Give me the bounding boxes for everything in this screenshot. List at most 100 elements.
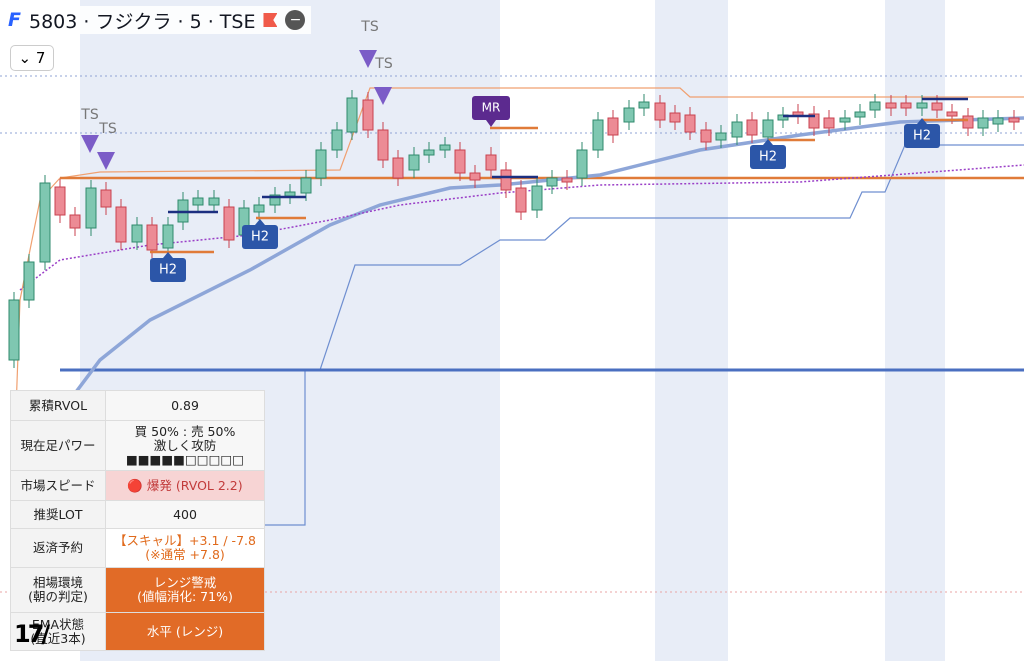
h2-label: H2 xyxy=(251,230,269,245)
ts-label: TS xyxy=(360,19,379,35)
candle xyxy=(515,180,527,220)
body xyxy=(546,177,558,187)
candle xyxy=(208,190,220,213)
body xyxy=(885,102,897,109)
body xyxy=(8,299,20,361)
candle xyxy=(253,197,265,220)
dotted-levels xyxy=(0,75,1024,134)
moving-average xyxy=(68,116,1024,402)
body xyxy=(162,224,174,249)
body xyxy=(931,102,943,111)
candle xyxy=(623,100,635,130)
candle xyxy=(839,110,851,130)
value-line: 買 50% : 売 50% xyxy=(134,423,236,439)
symbol-title: 5803 · フジクラ · 5 · TSE xyxy=(28,10,256,33)
candle xyxy=(669,105,681,130)
table-label: 返済予約 xyxy=(10,528,106,568)
candle xyxy=(869,94,881,118)
mr-marker: MR xyxy=(472,96,510,127)
table-value: 買 50% : 売 50% 激しく攻防 ■■■■■□□□□□ xyxy=(105,420,265,471)
body xyxy=(423,149,435,156)
body xyxy=(808,113,820,129)
body xyxy=(531,185,543,211)
body xyxy=(700,129,712,143)
candle xyxy=(69,207,81,236)
body xyxy=(746,119,758,136)
thin-orange-line xyxy=(11,87,1024,521)
body xyxy=(684,114,696,133)
label-line: 相場環境 xyxy=(32,575,83,590)
body xyxy=(23,261,35,301)
body xyxy=(192,197,204,206)
h2-label: H2 xyxy=(913,129,931,144)
candle xyxy=(39,175,51,270)
value-line: ■■■■■□□□□□ xyxy=(125,451,245,467)
h2-pointer xyxy=(763,139,773,145)
body xyxy=(408,154,420,171)
candle xyxy=(684,107,696,140)
body xyxy=(69,214,81,229)
label-line: 累積RVOL xyxy=(28,397,88,413)
body xyxy=(500,169,512,191)
body xyxy=(315,149,327,179)
body xyxy=(392,157,404,179)
table-label: 相場環境 (朝の判定) xyxy=(10,567,106,613)
h2-box xyxy=(150,258,186,282)
level-ticks xyxy=(150,97,968,254)
body xyxy=(362,99,374,131)
candle xyxy=(331,122,343,158)
h2-label: H2 xyxy=(759,150,777,165)
value-line: (値幅消化: 71%) xyxy=(137,589,233,604)
table-row: 累積RVOL 0.89 xyxy=(10,390,265,421)
body xyxy=(561,177,573,183)
body xyxy=(900,102,912,109)
candle xyxy=(576,142,588,186)
body xyxy=(485,154,497,171)
table-row: 返済予約 【スキャル】+3.1 / -7.8 (※通常 +7.8) xyxy=(10,528,265,568)
info-table: 累積RVOL 0.89 現在足パワー買 50% : 売 50% 激しく攻防 ■■■■■□… xyxy=(10,390,265,651)
label-line: (朝の判定) xyxy=(28,589,88,604)
candle xyxy=(777,107,789,128)
label-line: EMA状態 xyxy=(31,616,85,632)
candle xyxy=(131,217,143,250)
symbol-header: F 5803 · フジクラ · 5 · TSE − xyxy=(8,6,312,34)
body xyxy=(977,117,989,129)
body xyxy=(762,119,774,138)
table-value: 🔴 爆発 (RVOL 2.2) xyxy=(105,470,265,501)
body xyxy=(253,204,265,213)
indicator-toggle[interactable]: ⌄ 7 xyxy=(10,45,54,71)
table-value: 【スキャル】+3.1 / -7.8 (※通常 +7.8) xyxy=(105,528,265,568)
value-line: 水平 (レンジ) xyxy=(146,623,224,639)
body xyxy=(146,224,158,251)
body xyxy=(439,144,451,151)
body xyxy=(284,191,296,197)
label-line: 返済予約 xyxy=(32,540,83,555)
body xyxy=(669,112,681,123)
table-row: EMA状態 (直近3本) 水平 (レンジ) xyxy=(10,612,265,651)
candle xyxy=(607,110,619,143)
body xyxy=(916,102,928,109)
candle xyxy=(269,187,281,213)
table-value: 水平 (レンジ) xyxy=(105,612,265,651)
candle xyxy=(54,179,66,223)
candle xyxy=(854,104,866,125)
body xyxy=(346,97,358,133)
label-line: 市場スピード xyxy=(20,477,96,493)
candle xyxy=(700,122,712,150)
table-value: レンジ警戒 (値幅消化: 71%) xyxy=(105,567,265,613)
body xyxy=(715,132,727,141)
body xyxy=(115,206,127,243)
value-line: 400 xyxy=(173,506,197,522)
body xyxy=(576,149,588,179)
label-line: (直近3本) xyxy=(30,630,86,646)
minus-button[interactable]: − xyxy=(285,10,306,30)
body xyxy=(607,117,619,136)
body xyxy=(39,182,51,263)
body xyxy=(992,117,1004,125)
candle xyxy=(992,110,1004,132)
body xyxy=(869,101,881,111)
candle xyxy=(592,112,604,158)
table-row: 相場環境 (朝の判定) レンジ警戒 (値幅消化: 71%) xyxy=(10,567,265,613)
value-line: 【スキャル】+3.1 / -7.8 xyxy=(114,533,256,548)
body xyxy=(208,197,220,206)
